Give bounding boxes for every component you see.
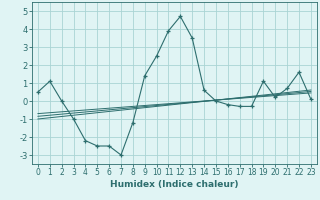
X-axis label: Humidex (Indice chaleur): Humidex (Indice chaleur) (110, 180, 239, 189)
